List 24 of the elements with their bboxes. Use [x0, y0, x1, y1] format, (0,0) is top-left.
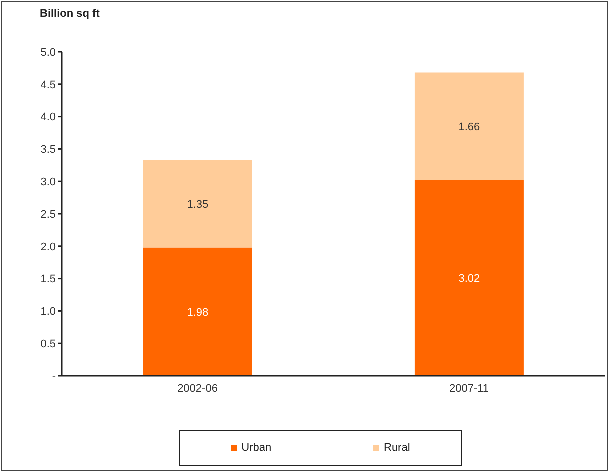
y-axis-title: Billion sq ft	[40, 8, 100, 20]
y-tick-label: 0.5	[40, 338, 56, 351]
legend-label: Rural	[384, 442, 410, 454]
bar	[414, 180, 524, 376]
y-tick-label: 4.5	[40, 79, 56, 92]
y-tick-label: 1.5	[40, 274, 56, 286]
data-label: 3.02	[458, 273, 480, 286]
y-tick-label: 2.0	[40, 241, 56, 254]
x-tick-label: 2002-06	[178, 382, 218, 395]
data-label: 1.98	[187, 306, 209, 319]
y-tick-label: 2.5	[40, 208, 56, 221]
bar	[143, 160, 252, 248]
legend-label: Urban	[242, 442, 272, 454]
data-label: 1.35	[187, 198, 209, 211]
y-tick-label: 3.0	[40, 176, 56, 189]
y-tick-label: 3.5	[40, 144, 56, 156]
y-tick-label: 5.0	[40, 46, 56, 59]
y-tick-label: 4.0	[40, 112, 56, 124]
bar	[414, 72, 524, 180]
y-tick-label: 1.0	[40, 306, 56, 318]
data-label: 1.66	[458, 121, 480, 134]
bar	[143, 248, 252, 376]
y-tick-label: -	[52, 370, 56, 383]
x-tick-label: 2007-11	[449, 382, 490, 395]
